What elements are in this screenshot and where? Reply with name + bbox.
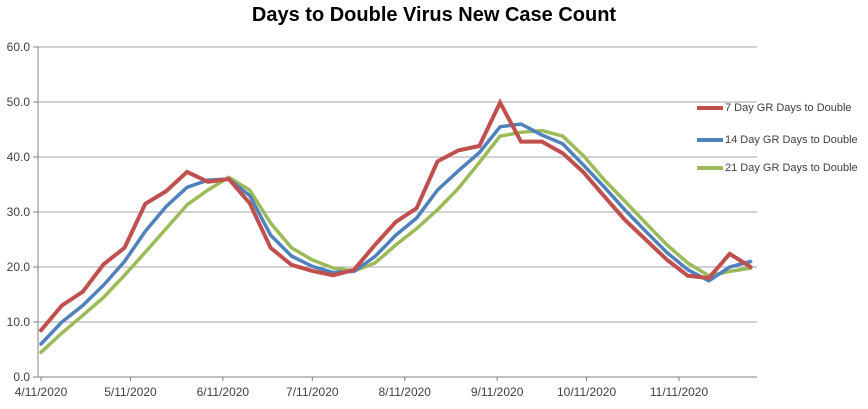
legend-entry-21-day[interactable]: 21 Day GR Days to Double <box>697 160 858 175</box>
legend-swatch-21-day-line <box>697 165 723 170</box>
legend-entry-7-day[interactable]: 7 Day GR Days to Double <box>697 100 852 115</box>
y-tick-label: 0.0 <box>13 370 30 384</box>
x-tick-label: 5/11/2020 <box>104 385 157 399</box>
legend-label-7-day: 7 Day GR Days to Double <box>725 101 852 114</box>
legend: 7 Day GR Days to Double 14 Day GR Days t… <box>697 0 868 409</box>
y-tick-label: 20.0 <box>7 260 31 274</box>
y-tick-label: 60.0 <box>7 40 31 54</box>
x-tick-label: 8/11/2020 <box>378 385 431 399</box>
x-tick-label: 11/11/2020 <box>650 385 709 399</box>
x-tick-label: 10/11/2020 <box>557 385 616 399</box>
series-line-3[interactable] <box>39 128 753 355</box>
chart-title: Days to Double Virus New Case Count <box>251 4 617 26</box>
series-line-2[interactable] <box>39 122 753 346</box>
y-tick-label: 10.0 <box>7 315 31 329</box>
legend-label-21-day: 21 Day GR Days to Double <box>725 161 858 174</box>
x-tick-label: 4/11/2020 <box>15 385 68 399</box>
x-tick-label: 6/11/2020 <box>197 385 250 399</box>
legend-label-14-day: 14 Day GR Days to Double <box>725 133 858 146</box>
y-tick-label: 30.0 <box>7 205 31 219</box>
y-tick-label: 50.0 <box>7 95 31 109</box>
x-tick-label: 9/11/2020 <box>471 385 524 399</box>
legend-swatch-7-day-line <box>697 105 723 110</box>
y-tick-label: 40.0 <box>7 150 31 164</box>
series-line-1[interactable] <box>39 98 753 333</box>
legend-swatch-14-day-line <box>697 137 723 142</box>
legend-entry-14-day[interactable]: 14 Day GR Days to Double <box>697 132 858 147</box>
x-tick-label: 7/11/2020 <box>286 385 339 399</box>
